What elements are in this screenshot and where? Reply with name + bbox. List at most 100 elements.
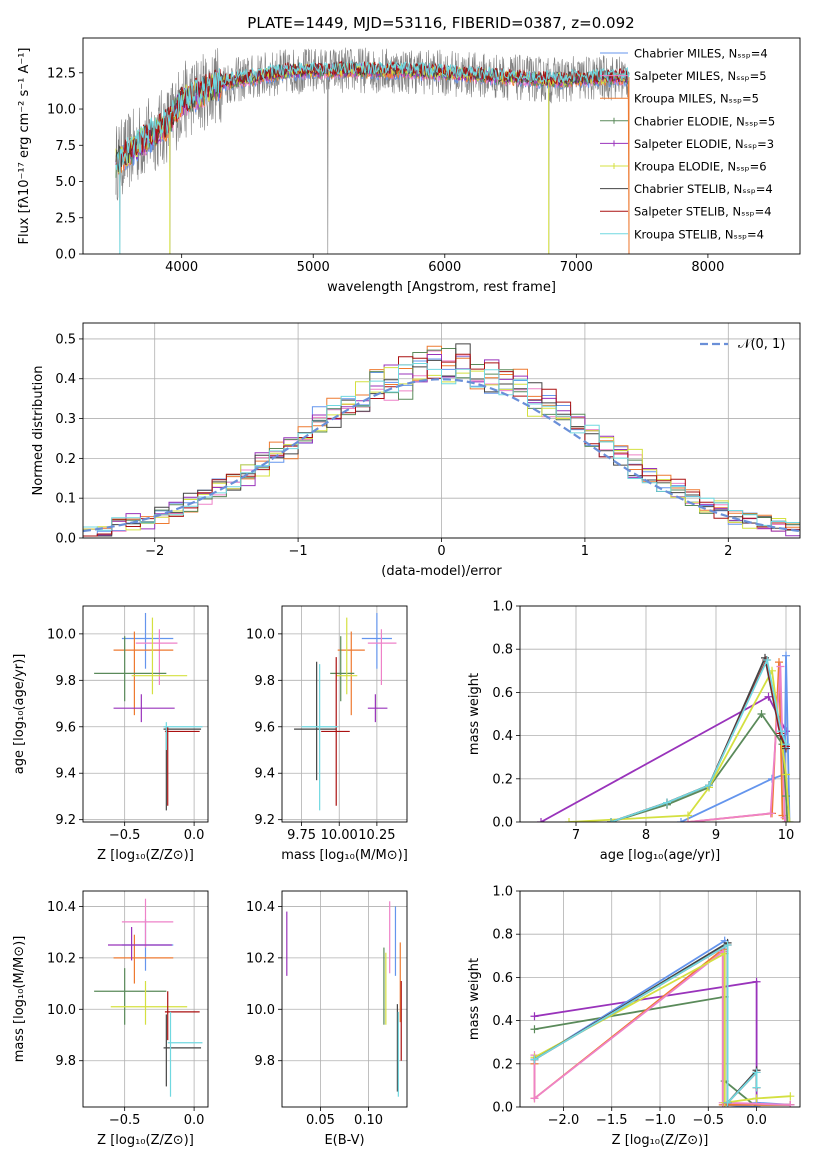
legend-label: Salpeter STELIB, Nₛₛₚ=4 [634,205,772,219]
weight-line [534,939,791,1107]
y-tick-label: 0.4 [492,729,513,744]
x-tick-label: 0.10 [354,1113,383,1128]
y-axis-label: mass [log₁₀(M/M⊙)] [12,936,27,1063]
legend-label: Kroupa MILES, Nₛₛₚ=5 [634,92,759,106]
y-tick-label: 0.6 [492,686,513,701]
weight-marker [783,818,792,822]
weight-marker [786,1092,795,1101]
weight-marker [786,1100,795,1107]
y-tick-label: 10.2 [246,951,275,966]
x-tick-label: 0.0 [184,1113,205,1128]
y-tick-label: 12.5 [47,66,76,81]
weight-line [534,952,791,1104]
panel-mass_vs_Z: −0.5 0.0 9.8 10.0 10.2 10.4 Z [log₁₀(Z/Z⊙)] mas… [12,890,209,1148]
y-tick-label: 9.4 [254,767,275,782]
y-tick-label: 10.0 [47,627,76,642]
y-tick-label: 9.2 [254,813,275,828]
weight-marker [757,710,766,718]
x-tick-label: 2 [724,544,732,559]
weight-marker [782,818,790,822]
y-axis-label: age [log₁₀(age/yr)] [12,654,27,775]
plot-area-age_vs_mass [294,612,397,811]
x-axis-label: Z [log₁₀(Z/Z⊙)] [97,848,194,863]
plot-area-spectrum [115,47,630,254]
plot-area-massweight_vs_age [537,651,794,822]
panel-spectrum: 4000 5000 6000 7000 8000 0.0 2.5 5.0 7.5 10.0 12.5… [17,37,801,295]
x-axis-label: Z [log₁₀(Z/Z⊙)] [612,1133,709,1148]
y-tick-label: 10.4 [47,900,76,915]
weight-line [534,995,791,1107]
panel-residuals: −2 −1 0 1 2 0.0 0.1 0.2 0.3 0.4 0.5 (data-model)/er… [31,322,801,579]
weight-line [533,947,791,1106]
x-tick-label: −1 [289,544,308,559]
weight-marker [677,818,685,822]
legend-label: Kroupa ELODIE, Nₛₛₚ=6 [634,160,767,174]
weight-marker [752,1068,761,1077]
x-tick-label: 7 [572,828,580,843]
y-axis-label: mass weight [467,958,482,1040]
x-tick-label: −0.5 [109,1113,141,1128]
x-axis-label: wavelength [Angstrom, rest frame] [327,280,556,295]
y-axis-label: Flux [fλ10⁻¹⁷ erg cm⁻² s⁻¹ A⁻¹] [17,48,32,245]
x-tick-label: −0.5 [109,828,141,843]
y-tick-label: 0.6 [492,971,513,986]
weight-marker [565,818,573,822]
y-tick-label: 10.4 [246,900,275,915]
weight-marker [776,662,785,671]
y-tick-label: 0.0 [55,248,76,263]
x-tick-label: 0 [437,544,445,559]
x-tick-label: −1.0 [644,1113,676,1128]
x-tick-label: 1 [581,544,589,559]
weight-marker [723,941,732,949]
x-tick-label: −2 [145,544,164,559]
weight-marker [752,1083,761,1092]
y-tick-label: 7.5 [55,139,76,154]
x-tick-label: 0.0 [184,828,205,843]
y-tick-label: 0.0 [55,532,76,547]
legend-label: Kroupa STELIB, Nₛₛₚ=4 [634,227,764,241]
panels: 4000 5000 6000 7000 80000.02.55.07.510.012.5… [12,37,801,1148]
panel-massweight_vs_Z: −2.0 −1.5 −1.0 −0.5 0.0 0.0 0.2 0.4 0.6 0.8 1.0 Z [… [467,885,801,1148]
x-tick-label: −1.5 [596,1113,628,1128]
weight-marker [785,818,794,822]
axes-frame [82,890,209,1108]
figure-title: PLATE=1449, MJD=53116, FIBERID=0387, z=0… [247,14,634,32]
legend-label: Chabrier MILES, Nₛₛₚ=4 [634,47,768,61]
y-tick-label: 10.0 [47,1003,76,1018]
weight-marker [663,798,671,807]
y-tick-label: 9.8 [254,1054,275,1069]
axes-frame [82,605,209,823]
legend-label: Salpeter ELODIE, Nₛₛₚ=3 [634,137,774,151]
y-tick-label: 0.0 [492,1101,513,1116]
x-tick-label: 8000 [691,260,724,275]
y-tick-label: 9.8 [55,674,76,689]
y-tick-label: 0.2 [492,772,513,787]
x-axis-label: age [log₁₀(age/yr)] [600,848,721,863]
x-axis-label: (data-model)/error [381,564,502,579]
weight-marker [766,809,775,818]
panel-age_vs_Z: −0.5 0.0 9.2 9.4 9.6 9.8 10.0 Z [log₁₀(Z/Z⊙)] ag… [12,605,209,863]
panel-mass_vs_ebv: 0.05 0.10 9.8 10.0 10.2 10.4 E(B-V) [246,890,408,1148]
y-tick-label: 10.0 [246,627,275,642]
legend-label: Salpeter MILES, Nₛₛₚ=5 [634,69,767,83]
x-tick-label: 9 [712,828,720,843]
weight-marker [530,1025,539,1034]
x-tick-label: 0.05 [306,1113,335,1128]
y-tick-label: 0.1 [55,492,76,507]
y-tick-label: 1.0 [492,600,513,615]
x-tick-label: 0.0 [746,1113,767,1128]
weight-marker [530,1094,539,1103]
y-tick-label: 9.6 [254,720,275,735]
spectrum-model-line [115,59,630,171]
weight-marker [782,651,790,660]
x-axis-label: E(B-V) [324,1133,364,1148]
y-tick-label: 9.2 [55,813,76,828]
axes-frame [281,605,408,823]
weight-marker [782,740,790,749]
weight-marker [752,1094,761,1103]
axes-frame [82,322,801,539]
weight-marker [775,658,783,667]
y-tick-label: 0.8 [492,643,513,658]
histogram-step [83,348,800,537]
